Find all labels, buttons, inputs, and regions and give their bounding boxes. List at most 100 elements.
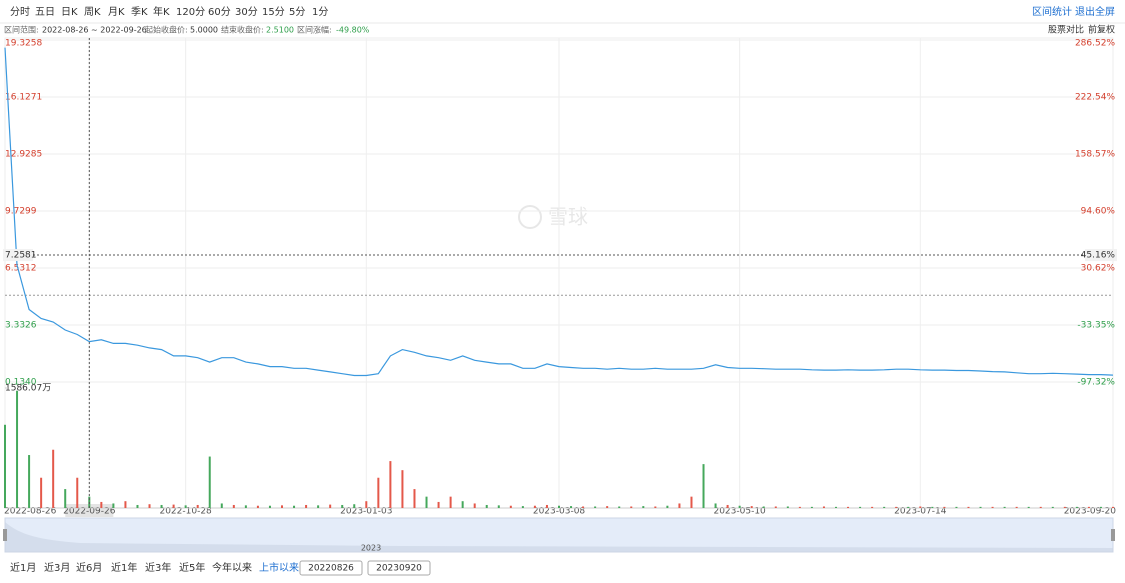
range-button[interactable]: 近3月: [44, 561, 70, 574]
range-button[interactable]: 上市以来: [259, 561, 299, 574]
volume-bar: [172, 504, 175, 508]
period-tab[interactable]: 5分: [289, 6, 305, 18]
range-button[interactable]: 近3年: [145, 561, 171, 574]
range-button[interactable]: 近5年: [179, 561, 205, 574]
volume-bar: [160, 504, 163, 508]
period-tab[interactable]: 季K: [131, 6, 148, 18]
volume-bar: [690, 496, 693, 508]
range-button[interactable]: 近6月: [76, 561, 102, 574]
range-button[interactable]: 近1年: [111, 561, 137, 574]
chart-control[interactable]: 股票对比: [1048, 24, 1084, 36]
volume-bar: [847, 506, 850, 508]
period-tab[interactable]: 30分: [235, 6, 258, 18]
toolbar-action[interactable]: 区间统计: [1032, 5, 1072, 18]
y2-tick-label: -97.32%: [1077, 378, 1115, 388]
period-tab[interactable]: 五日: [35, 7, 55, 18]
period-tab[interactable]: 周K: [84, 6, 101, 18]
volume-bar: [1087, 506, 1090, 508]
range-button[interactable]: 今年以来: [212, 561, 252, 574]
date-input[interactable]: [367, 560, 431, 576]
volume-bar: [967, 506, 970, 508]
y2-tick-label: 30.62%: [1081, 264, 1116, 274]
volume-bar: [774, 506, 777, 508]
x-tick-label: 2023-01-03: [340, 507, 392, 517]
volume-bar: [810, 506, 813, 508]
volume-bar: [606, 506, 609, 508]
period-tab[interactable]: 月K: [108, 6, 125, 18]
volume-bar: [485, 504, 488, 508]
watermark-icon: [518, 205, 542, 229]
price-line: [4, 47, 1114, 377]
toolbar-action[interactable]: 退出全屏: [1075, 5, 1115, 18]
volume-bar: [293, 505, 296, 508]
watermark: 雪球: [518, 205, 588, 229]
volume-bar: [642, 506, 645, 508]
y2-tick-label: 222.54%: [1075, 93, 1115, 103]
navigator-handle[interactable]: [1111, 529, 1115, 541]
period-tab[interactable]: 15分: [262, 6, 285, 18]
volume-bar: [991, 506, 994, 508]
volume-bar: [702, 464, 705, 508]
volume-bar: [461, 501, 464, 508]
volume-bar: [726, 504, 729, 508]
x-tick-label: 2023-09-20: [1064, 507, 1117, 517]
volume-bar: [1099, 506, 1102, 508]
date-input[interactable]: [299, 560, 363, 576]
volume-bar: [317, 505, 320, 508]
x-tick-label: 2023-03-08: [533, 507, 586, 517]
volume-bar: [750, 506, 753, 508]
volume-bar: [654, 506, 657, 508]
y2-tick-label: 286.52%: [1075, 39, 1115, 49]
watermark-text: 雪球: [548, 205, 588, 229]
volume-bar: [16, 390, 19, 508]
x-tick-label: 2023-07-14: [894, 507, 947, 517]
period-tab[interactable]: 年K: [153, 5, 170, 18]
volume-bar: [570, 506, 573, 508]
navigator-label: 2023: [361, 544, 381, 553]
volume-bar: [329, 504, 332, 508]
y2-tick-label: -33.35%: [1077, 321, 1115, 331]
chart-control[interactable]: 前复权: [1088, 24, 1115, 36]
y-tick-label: 9.7299: [5, 207, 37, 217]
period-tab[interactable]: 1分: [312, 6, 328, 18]
period-tab[interactable]: 60分: [208, 6, 231, 18]
y-tick-label: 0.1340: [5, 378, 37, 388]
y2-tick-label: 94.60%: [1081, 207, 1116, 217]
volume-bar: [100, 501, 103, 508]
volume-bar: [533, 505, 536, 508]
volume-bar: [1039, 506, 1042, 508]
volume-bar: [268, 505, 271, 508]
volume-bar: [521, 506, 524, 508]
period-tab[interactable]: 120分: [176, 6, 205, 18]
volume-bar: [305, 504, 308, 508]
volume-bar: [895, 506, 898, 508]
volume-bar: [256, 505, 259, 508]
date-input-text: 20230920: [376, 564, 422, 574]
volume-bar: [871, 506, 874, 508]
x-tick-label: 2023-05-10: [713, 507, 766, 517]
date-input-text: 20220826: [308, 564, 354, 574]
info-start-label: 起始收盘价:: [145, 25, 188, 35]
volume-bar: [545, 504, 548, 508]
volume-bar: [437, 501, 440, 508]
period-tab[interactable]: 日K: [61, 7, 78, 18]
navigator-handle[interactable]: [3, 529, 7, 541]
volume-bar: [413, 489, 416, 508]
period-tab[interactable]: 分时: [10, 6, 30, 18]
y-tick-label: 19.3258: [5, 39, 42, 49]
y2-tick-label: 158.57%: [1075, 150, 1115, 160]
volume-bar: [40, 477, 43, 508]
volume-bar: [76, 477, 79, 508]
range-button[interactable]: 近1月: [10, 561, 36, 574]
volume-bar: [1027, 506, 1030, 508]
volume-bar: [979, 506, 982, 508]
volume-bar: [377, 477, 380, 508]
info-change: -49.80%: [336, 26, 370, 35]
volume-bar: [630, 506, 633, 508]
crosshair-y-label: 7.2581: [5, 251, 37, 261]
info-range: 2022-08-26 ~ 2022-09-26: [42, 26, 147, 35]
volume-bar: [1112, 506, 1114, 508]
volume-bar: [389, 461, 392, 508]
volume-bar: [582, 506, 585, 508]
x-tick-label: 2022-10-28: [159, 507, 212, 517]
